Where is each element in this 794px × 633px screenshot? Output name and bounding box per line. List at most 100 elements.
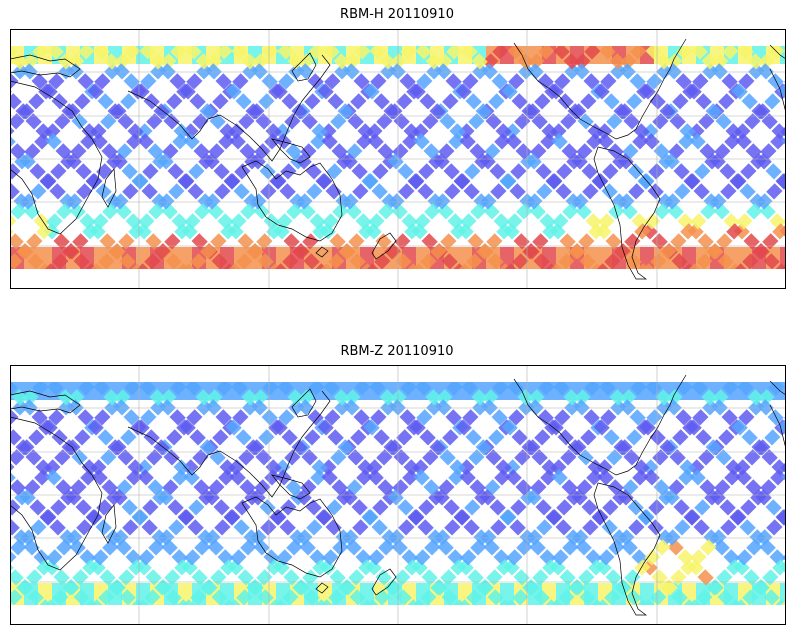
rbm-z-track-segment xyxy=(256,569,273,586)
rbm-h-track-segment xyxy=(10,113,25,130)
rbm-h-track-segment xyxy=(204,193,221,210)
rbm-h-track-segment xyxy=(721,73,738,90)
rbm-h-track-segment xyxy=(303,253,320,269)
rbm-h-track-segment xyxy=(456,263,473,269)
rbm-z-track-segment xyxy=(688,459,705,476)
rbm-z-track-segment xyxy=(405,599,422,605)
rbm-z-track-segment xyxy=(98,589,115,605)
rbm-h-track-segment xyxy=(77,73,94,90)
rbm-z-track-segment xyxy=(311,459,328,476)
rbm-h-track-segment xyxy=(257,253,274,269)
rbm-h-track-segment xyxy=(281,93,298,110)
rbm-z-track-segment xyxy=(722,382,739,396)
rbm-h-track-segment xyxy=(45,133,62,150)
rbm-z-track-segment xyxy=(672,429,689,446)
rbm-h-track-segment xyxy=(267,263,284,269)
rbm-h-track-segment xyxy=(445,73,462,90)
rbm-z-track-segment xyxy=(298,389,315,406)
rbm-h-track-segment xyxy=(396,93,413,110)
rbm-z-track-segment xyxy=(372,499,389,516)
rbm-h-track-segment xyxy=(771,123,786,140)
rbm-h-track-segment xyxy=(773,263,786,269)
rbm-h-track-segment xyxy=(495,123,512,140)
rbm-z-track-segment xyxy=(666,389,683,406)
rbm-h-track-segment xyxy=(266,223,283,240)
rbm-z-track-segment xyxy=(701,389,718,406)
rbm-h-track-segment xyxy=(357,123,374,140)
rbm-h-track-segment xyxy=(249,153,266,170)
rbm-z-track-segment xyxy=(490,519,507,536)
rbm-h-track-segment xyxy=(561,143,578,160)
rbm-z-track-segment xyxy=(32,382,49,396)
rbm-z-track-segment xyxy=(57,389,74,406)
rbm-z-track-segment xyxy=(531,449,548,466)
rbm-z-track-segment xyxy=(322,549,339,566)
rbm-h-track-segment xyxy=(581,163,598,180)
rbm-h-coastline xyxy=(241,160,343,242)
rbm-z-track-segment xyxy=(10,569,24,586)
rbm-z-track-segment xyxy=(681,599,698,605)
rbm-h-track-segment xyxy=(556,163,573,180)
rbm-h-track-segment xyxy=(296,193,313,210)
rbm-z-track-segment xyxy=(149,389,166,406)
rbm-h-track-segment xyxy=(509,183,526,200)
rbm-h-coastline xyxy=(315,246,329,258)
rbm-z-track-segment xyxy=(296,529,313,546)
rbm-z-track-segment xyxy=(446,382,463,396)
rbm-h-coastline xyxy=(513,38,687,140)
rbm-h-track-segment xyxy=(175,263,192,269)
rbm-h-track-segment xyxy=(37,263,54,269)
rbm-h-track-segment xyxy=(302,233,319,250)
rbm-z-track-segment xyxy=(321,469,338,486)
rbm-h-track-segment xyxy=(199,103,216,120)
rbm-z-track-segment xyxy=(277,382,294,396)
rbm-z-track-segment xyxy=(170,382,187,396)
rbm-z-track-segment xyxy=(147,479,164,496)
rbm-h-track-segment xyxy=(29,163,46,180)
rbm-z-track-segment xyxy=(500,509,517,526)
rbm-z-track-segment xyxy=(357,459,374,476)
rbm-z-track-segment xyxy=(573,399,590,416)
rbm-h-track-segment xyxy=(166,93,183,110)
rbm-z-track-segment xyxy=(542,559,559,576)
rbm-z-coastline xyxy=(241,496,343,578)
rbm-z-track-segment xyxy=(603,429,620,446)
rbm-h-track-segment xyxy=(500,173,517,190)
rbm-h-track-segment xyxy=(242,63,259,80)
rbm-h-track-segment xyxy=(145,233,162,250)
rbm-h-track-segment xyxy=(752,243,769,260)
rbm-h-track-segment xyxy=(679,123,696,140)
rbm-h-track-segment xyxy=(731,83,748,100)
rbm-h-track-segment xyxy=(534,93,551,110)
rbm-h-track-segment xyxy=(700,203,717,220)
rbm-z-track-segment xyxy=(720,519,737,536)
rbm-z-track-segment xyxy=(302,569,319,586)
rbm-z-track-segment xyxy=(623,449,640,466)
rbm-z-track-segment xyxy=(308,382,325,396)
rbm-z-track-segment xyxy=(556,499,573,516)
rbm-z-track-segment xyxy=(312,559,329,576)
rbm-h-track-segment xyxy=(150,63,167,80)
rbm-z-track-segment xyxy=(196,399,213,416)
rbm-z-track-segment xyxy=(639,419,656,436)
rbm-h-track-segment xyxy=(726,223,743,240)
rbm-z-track-segment xyxy=(21,399,38,416)
rbm-z-track-segment xyxy=(403,459,420,476)
rbm-z-track-segment xyxy=(104,399,121,416)
rbm-z-track-segment xyxy=(380,399,397,416)
rbm-z-track-segment xyxy=(362,509,379,526)
rbm-h-track-segment xyxy=(47,46,64,60)
rbm-h-track-segment xyxy=(635,263,652,269)
rbm-z-track-segment xyxy=(35,459,52,476)
rbm-z-track-segment xyxy=(371,519,388,536)
rbm-h-track-segment xyxy=(422,113,439,130)
rbm-h-track-segment xyxy=(647,183,664,200)
rbm-h-track-segment xyxy=(169,73,186,90)
rbm-h-track-segment xyxy=(50,163,67,180)
rbm-h-track-segment xyxy=(412,123,429,140)
rbm-h-track-segment xyxy=(655,53,672,70)
rbm-z-track-segment xyxy=(232,409,249,426)
rbm-z-track-segment xyxy=(413,469,430,486)
rbm-z-track-segment xyxy=(417,519,434,536)
rbm-h-coastline xyxy=(10,80,103,235)
